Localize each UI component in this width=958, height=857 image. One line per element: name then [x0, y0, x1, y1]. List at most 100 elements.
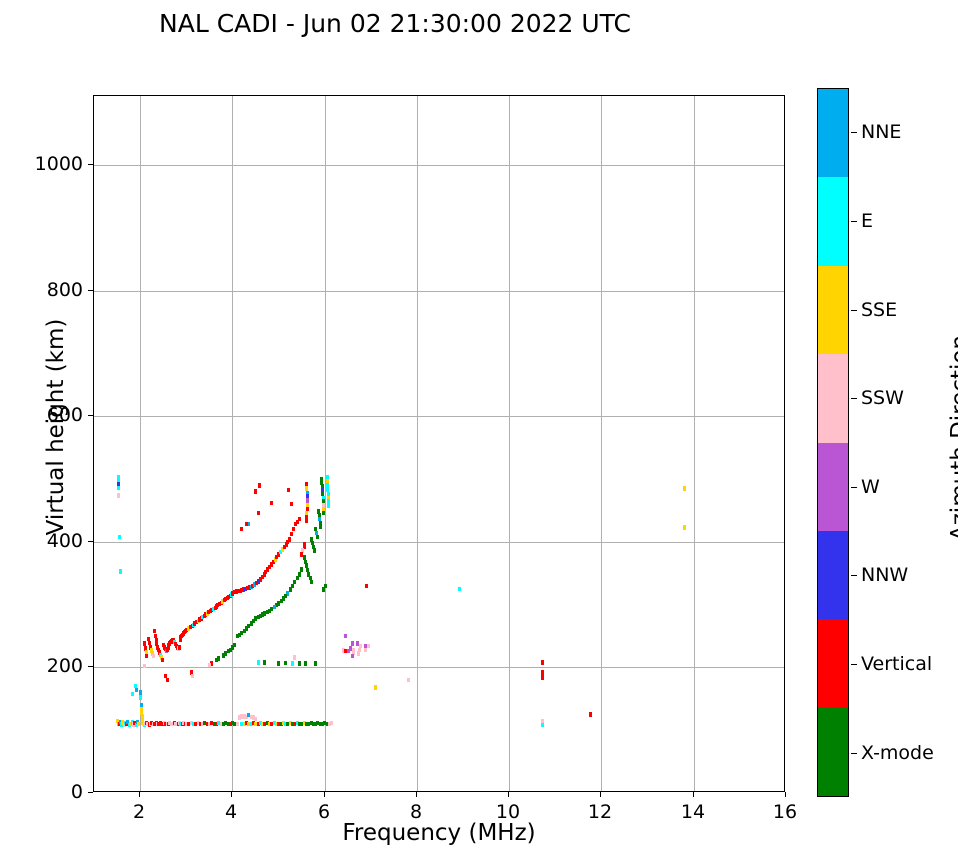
echo-point — [217, 721, 221, 726]
echo-point — [147, 636, 151, 642]
echo-point — [153, 633, 157, 639]
echo-point — [224, 721, 228, 726]
echo-point — [249, 721, 253, 727]
echo-point — [352, 650, 355, 655]
echo-point — [225, 595, 229, 600]
echo-point — [233, 642, 237, 647]
echo-point — [164, 674, 168, 679]
echo-point — [139, 702, 143, 708]
echo-point — [326, 491, 330, 497]
echo-point — [154, 638, 158, 643]
echo-point — [309, 579, 313, 585]
echo-point — [318, 520, 322, 526]
echo-point — [258, 613, 262, 619]
echo-point — [220, 599, 224, 604]
colorbar-tick-mark — [851, 310, 857, 311]
colorbar-segment-nnw — [818, 530, 848, 620]
echo-point — [210, 721, 214, 726]
echo-point — [228, 647, 232, 653]
echo-point — [264, 569, 268, 575]
echo-point — [138, 695, 142, 700]
echo-point — [316, 509, 320, 514]
echo-point — [330, 721, 334, 726]
echo-point — [305, 494, 309, 499]
echo-point — [311, 721, 315, 727]
echo-point — [157, 647, 161, 653]
echo-point — [315, 530, 319, 536]
y-tick-label: 1000 — [34, 153, 83, 175]
echo-point — [274, 603, 278, 608]
echo-point — [314, 661, 318, 666]
echo-point — [240, 714, 244, 719]
echo-point — [240, 721, 244, 727]
echo-point — [328, 721, 331, 727]
echo-point — [256, 614, 260, 620]
echo-point — [293, 655, 297, 660]
echo-point — [194, 721, 198, 727]
echo-point — [351, 641, 355, 646]
colorbar-label-nne: NNE — [861, 121, 902, 143]
echo-point — [193, 621, 197, 626]
echo-point — [344, 633, 348, 639]
echo-point — [149, 645, 152, 650]
echo-point — [178, 637, 182, 642]
echo-point — [320, 488, 324, 493]
echo-point — [313, 548, 317, 553]
colorbar-label: Azimuth Direction — [947, 335, 958, 541]
echo-point — [281, 721, 285, 726]
echo-point — [286, 591, 290, 596]
gridline-vertical — [694, 96, 695, 791]
gridline-vertical — [232, 96, 233, 791]
echo-point — [305, 567, 309, 573]
echo-point — [302, 541, 306, 546]
echo-point — [201, 721, 205, 727]
echo-point — [244, 714, 248, 720]
echo-point — [305, 498, 309, 503]
x-tick-label: 12 — [587, 801, 613, 823]
gridline-vertical — [601, 96, 602, 791]
echo-point — [135, 687, 139, 693]
echo-point — [308, 576, 312, 581]
echo-point — [214, 657, 218, 663]
echo-point — [256, 721, 260, 727]
echo-point — [363, 647, 367, 653]
y-tick-mark — [88, 666, 93, 667]
echo-point — [273, 557, 277, 562]
echo-point — [275, 554, 279, 560]
plot-area — [93, 95, 785, 792]
echo-point — [316, 534, 320, 539]
echo-point — [145, 653, 149, 659]
echo-point — [363, 643, 367, 649]
gridline-vertical — [509, 96, 510, 791]
echo-point — [304, 559, 308, 565]
echo-point — [207, 609, 211, 615]
echo-point — [203, 721, 207, 726]
echo-point — [305, 490, 309, 496]
echo-point — [221, 721, 225, 727]
echo-point — [318, 524, 322, 529]
echo-point — [221, 653, 225, 658]
colorbar-segment-w — [818, 442, 848, 531]
echo-point — [274, 721, 278, 727]
echo-point — [145, 650, 149, 655]
echo-point — [161, 657, 164, 663]
x-tick-mark — [139, 792, 140, 797]
echo-point — [212, 721, 216, 727]
echo-point — [139, 711, 143, 716]
y-tick-label: 600 — [46, 404, 83, 426]
echo-point — [118, 534, 122, 539]
echo-point — [244, 721, 248, 726]
echo-point — [293, 522, 297, 527]
echo-point — [257, 483, 261, 488]
echo-point — [348, 646, 352, 651]
echo-point — [357, 647, 361, 653]
y-tick-mark — [88, 541, 93, 542]
echo-point — [352, 647, 355, 653]
echo-point — [247, 712, 251, 718]
echo-point — [312, 544, 316, 550]
echo-point — [293, 579, 297, 585]
echo-point — [541, 722, 545, 728]
echo-point — [177, 645, 181, 650]
echo-point — [249, 714, 253, 720]
